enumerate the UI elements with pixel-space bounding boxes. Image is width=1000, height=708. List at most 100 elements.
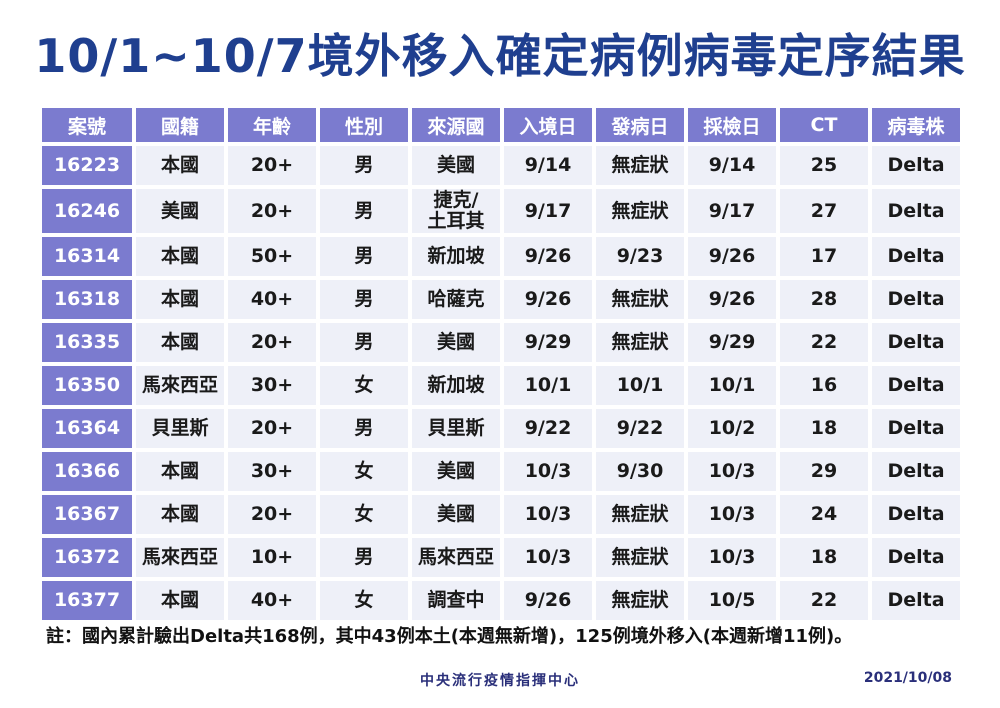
cell-entry-date: 9/26 <box>504 581 592 620</box>
cell-sex: 男 <box>320 538 408 577</box>
table-row: 16377 本國 40+ 女調查中 9/26 無症狀 10/5 22 Delta <box>42 581 960 620</box>
cell-age: 30+ <box>228 366 316 405</box>
table-row: 16223 本國 20+ 男美國 9/14 無症狀 9/14 25 Delta <box>42 146 960 185</box>
cell-sampling-date: 9/26 <box>688 237 776 276</box>
cell-sex: 男 <box>320 409 408 448</box>
cell-sex: 女 <box>320 452 408 491</box>
cell-strain: Delta <box>872 409 960 448</box>
cell-nationality: 本國 <box>136 280 224 319</box>
footnote: 註：國內累計驗出Delta共168例，其中43例本土(本週無新增)，125例境外… <box>46 626 853 647</box>
cell-onset-date: 無症狀 <box>596 538 684 577</box>
cell-ct: 17 <box>780 237 868 276</box>
table-row: 16314 本國 50+ 男新加坡 9/26 9/23 9/26 17 Delta <box>42 237 960 276</box>
table-row: 16350 馬來西亞 30+ 女新加坡 10/1 10/1 10/1 16 Delta <box>42 366 960 405</box>
cell-ct: 29 <box>780 452 868 491</box>
cell-case-id: 16223 <box>42 146 132 185</box>
cell-case-id: 16314 <box>42 237 132 276</box>
cell-nationality: 美國 <box>136 189 224 233</box>
cell-sex: 男 <box>320 189 408 233</box>
cell-entry-date: 10/3 <box>504 495 592 534</box>
cell-source-country: 新加坡 <box>412 237 500 276</box>
cell-sampling-date: 9/14 <box>688 146 776 185</box>
cell-case-id: 16367 <box>42 495 132 534</box>
cell-case-id: 16318 <box>42 280 132 319</box>
cell-sex: 男 <box>320 237 408 276</box>
cell-onset-date: 10/1 <box>596 366 684 405</box>
cell-case-id: 16350 <box>42 366 132 405</box>
cell-entry-date: 10/3 <box>504 538 592 577</box>
column-header-age: 年齡 <box>228 108 316 142</box>
cell-entry-date: 9/29 <box>504 323 592 362</box>
cell-source-country: 美國 <box>412 323 500 362</box>
cell-ct: 18 <box>780 409 868 448</box>
cell-age: 20+ <box>228 189 316 233</box>
cell-strain: Delta <box>872 538 960 577</box>
cell-strain: Delta <box>872 495 960 534</box>
cell-strain: Delta <box>872 237 960 276</box>
cell-sex: 女 <box>320 495 408 534</box>
cell-case-id: 16364 <box>42 409 132 448</box>
cell-entry-date: 9/26 <box>504 280 592 319</box>
cell-sampling-date: 9/29 <box>688 323 776 362</box>
cell-age: 20+ <box>228 495 316 534</box>
footer-date: 2021/10/08 <box>863 670 952 686</box>
cell-sex: 男 <box>320 323 408 362</box>
cell-nationality: 本國 <box>136 495 224 534</box>
cell-onset-date: 無症狀 <box>596 189 684 233</box>
cell-source-country: 美國 <box>412 146 500 185</box>
cell-source-country: 馬來西亞 <box>412 538 500 577</box>
cell-age: 40+ <box>228 280 316 319</box>
cell-sampling-date: 10/2 <box>688 409 776 448</box>
cell-sampling-date: 9/17 <box>688 189 776 233</box>
cell-source-country: 哈薩克 <box>412 280 500 319</box>
column-header-case-id: 案號 <box>42 108 132 142</box>
cell-ct: 25 <box>780 146 868 185</box>
cell-onset-date: 無症狀 <box>596 581 684 620</box>
cell-ct: 22 <box>780 323 868 362</box>
cell-age: 30+ <box>228 452 316 491</box>
cell-entry-date: 9/26 <box>504 237 592 276</box>
table-row: 16366 本國 30+ 女美國 10/3 9/30 10/3 29 Delta <box>42 452 960 491</box>
cell-sex: 女 <box>320 366 408 405</box>
cell-case-id: 16246 <box>42 189 132 233</box>
cell-case-id: 16377 <box>42 581 132 620</box>
cell-entry-date: 10/1 <box>504 366 592 405</box>
cell-ct: 18 <box>780 538 868 577</box>
column-header-ct: CT <box>780 108 868 142</box>
cell-sampling-date: 10/3 <box>688 452 776 491</box>
cell-onset-date: 無症狀 <box>596 323 684 362</box>
cell-nationality: 本國 <box>136 323 224 362</box>
cell-nationality: 馬來西亞 <box>136 366 224 405</box>
cell-age: 20+ <box>228 409 316 448</box>
cell-source-country: 美國 <box>412 495 500 534</box>
cell-strain: Delta <box>872 280 960 319</box>
column-header-entry-date: 入境日 <box>504 108 592 142</box>
cell-nationality: 貝里斯 <box>136 409 224 448</box>
cell-nationality: 本國 <box>136 452 224 491</box>
column-header-strain: 病毒株 <box>872 108 960 142</box>
cell-onset-date: 無症狀 <box>596 280 684 319</box>
cell-strain: Delta <box>872 366 960 405</box>
cell-strain: Delta <box>872 581 960 620</box>
cell-entry-date: 9/22 <box>504 409 592 448</box>
cell-source-country: 調查中 <box>412 581 500 620</box>
cell-nationality: 本國 <box>136 146 224 185</box>
cell-source-country: 美國 <box>412 452 500 491</box>
cell-nationality: 本國 <box>136 581 224 620</box>
cell-entry-date: 10/3 <box>504 452 592 491</box>
footer-organization: 中央流行疫情指揮中心 <box>420 673 580 689</box>
cell-age: 20+ <box>228 323 316 362</box>
table-row: 16372 馬來西亞 10+ 男馬來西亞 10/3 無症狀 10/3 18 Delta <box>42 538 960 577</box>
column-header-source-country: 來源國 <box>412 108 500 142</box>
table-row: 16364 貝里斯 20+ 男貝里斯 9/22 9/22 10/2 18 Delta <box>42 409 960 448</box>
cell-sampling-date: 10/3 <box>688 538 776 577</box>
cell-onset-date: 無症狀 <box>596 495 684 534</box>
table-row: 16367 本國 20+ 女美國 10/3 無症狀 10/3 24 Delta <box>42 495 960 534</box>
cell-case-id: 16366 <box>42 452 132 491</box>
cell-case-id: 16372 <box>42 538 132 577</box>
cell-ct: 16 <box>780 366 868 405</box>
cell-nationality: 本國 <box>136 237 224 276</box>
cell-age: 50+ <box>228 237 316 276</box>
column-header-sampling-date: 採檢日 <box>688 108 776 142</box>
cell-source-country: 捷克/土耳其 <box>412 189 500 233</box>
